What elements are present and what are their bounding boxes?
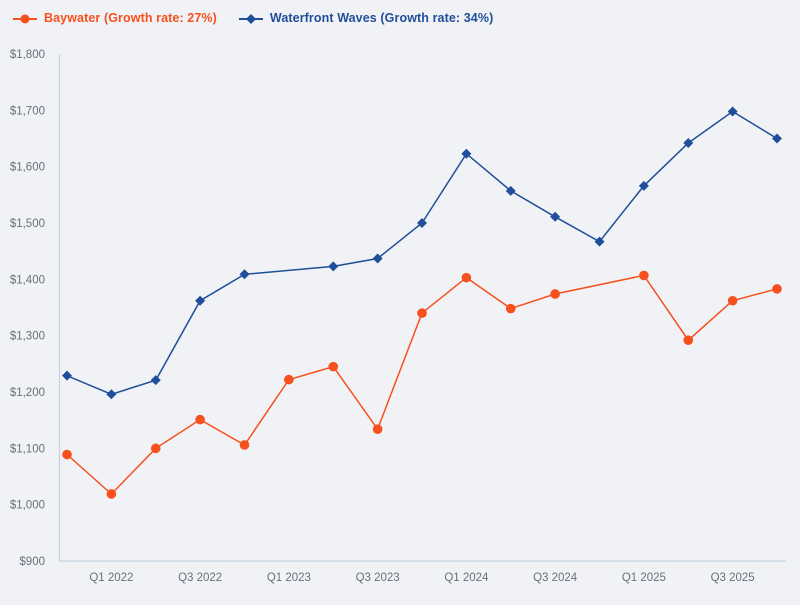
x-tick-label: Q3 2025: [711, 572, 755, 584]
y-tick-label: $1,000: [10, 500, 45, 512]
y-tick-label: $1,700: [10, 105, 45, 117]
data-point-waterfront-waves: [550, 211, 561, 222]
legend-label-baywater: Baywater (Growth rate: 27%): [44, 11, 217, 25]
data-point-baywater: [239, 440, 250, 450]
data-point-waterfront-waves: [461, 148, 472, 159]
y-tick-label: $1,500: [10, 218, 45, 230]
x-tick-label: Q1 2022: [89, 572, 133, 584]
data-point-waterfront-waves: [372, 253, 383, 264]
y-tick-label: $1,600: [10, 162, 45, 174]
legend-item-baywater[interactable]: Baywater (Growth rate: 27%): [13, 11, 217, 25]
x-tick-label: Q3 2023: [356, 572, 400, 584]
data-point-baywater: [150, 443, 161, 454]
data-point-baywater: [550, 289, 560, 299]
data-point-baywater: [461, 272, 472, 283]
data-point-baywater: [683, 335, 694, 345]
y-tick-label: $1,100: [10, 443, 45, 455]
data-point-waterfront-waves: [505, 185, 516, 196]
data-point-baywater: [195, 414, 205, 425]
data-point-baywater: [505, 303, 516, 314]
y-tick-label: $1,200: [10, 387, 45, 399]
data-point-baywater: [727, 295, 738, 306]
data-point-waterfront-waves: [772, 133, 782, 144]
y-tick-label: $1,400: [10, 274, 45, 286]
data-point-baywater: [62, 449, 72, 460]
chart-legend: Baywater (Growth rate: 27%) Waterfront W…: [13, 8, 493, 28]
series-line-waterfront-waves: [66, 110, 778, 396]
data-point-waterfront-waves: [417, 218, 427, 228]
data-point-waterfront-waves: [239, 269, 250, 280]
data-point-waterfront-waves: [62, 370, 72, 381]
data-point-waterfront-waves: [727, 106, 738, 117]
data-point-waterfront-waves: [328, 261, 339, 272]
data-point-waterfront-waves: [594, 236, 605, 247]
waterfront-line-diamond-marker-icon: [238, 12, 263, 24]
y-tick-label: $900: [19, 556, 45, 568]
y-tick-label: $1,800: [10, 49, 45, 61]
data-point-baywater: [417, 308, 427, 318]
x-tick-label: Q3 2024: [533, 572, 578, 584]
data-point-baywater: [372, 424, 383, 434]
x-tick-label: Q1 2024: [444, 572, 489, 584]
series-line-baywater: [66, 274, 778, 496]
x-tick-label: Q1 2023: [267, 572, 311, 584]
x-tick-label: Q1 2025: [622, 572, 666, 584]
data-point-baywater: [772, 284, 782, 294]
data-point-waterfront-waves: [638, 180, 649, 191]
legend-label-waterfront-waves: Waterfront Waves (Growth rate: 34%): [269, 11, 494, 25]
baywater-line-circle-marker-icon: [13, 12, 37, 24]
data-point-baywater: [328, 361, 339, 372]
data-point-waterfront-waves: [195, 295, 206, 306]
data-point-baywater: [284, 374, 294, 385]
x-tick-label: Q3 2022: [178, 572, 222, 584]
data-point-baywater: [106, 489, 117, 499]
y-tick-label: $1,300: [10, 331, 45, 343]
data-point-waterfront-waves: [106, 389, 117, 400]
data-point-waterfront-waves: [150, 375, 161, 386]
data-point-waterfront-waves: [683, 138, 694, 149]
legend-item-waterfront-waves[interactable]: Waterfront Waves (Growth rate: 34%): [238, 11, 494, 25]
data-point-baywater: [639, 270, 649, 281]
